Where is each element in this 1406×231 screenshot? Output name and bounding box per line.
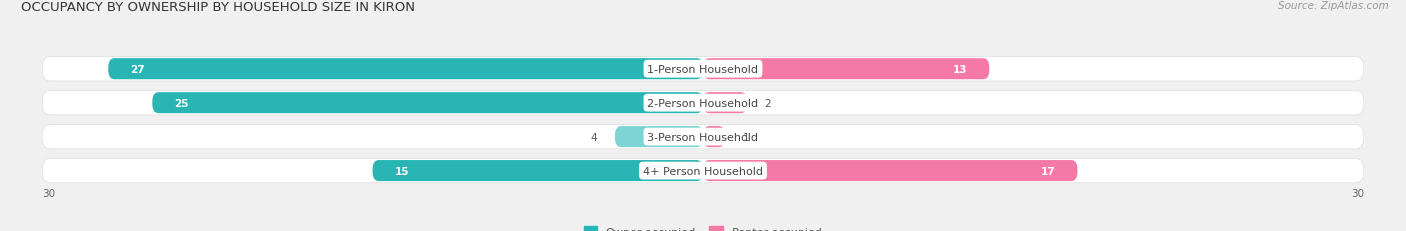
FancyBboxPatch shape (703, 59, 990, 80)
Text: 4: 4 (591, 132, 598, 142)
Text: 1-Person Household: 1-Person Household (648, 64, 758, 74)
Text: 17: 17 (1040, 166, 1056, 176)
Text: 15: 15 (395, 166, 409, 176)
FancyBboxPatch shape (703, 93, 747, 114)
Text: 4+ Person Household: 4+ Person Household (643, 166, 763, 176)
Text: 1: 1 (742, 132, 749, 142)
Text: OCCUPANCY BY OWNERSHIP BY HOUSEHOLD SIZE IN KIRON: OCCUPANCY BY OWNERSHIP BY HOUSEHOLD SIZE… (21, 1, 415, 14)
Text: 30: 30 (1351, 188, 1364, 198)
FancyBboxPatch shape (703, 160, 1077, 181)
FancyBboxPatch shape (108, 59, 703, 80)
FancyBboxPatch shape (42, 57, 1364, 82)
Text: 2-Person Household: 2-Person Household (647, 98, 759, 108)
Text: Source: ZipAtlas.com: Source: ZipAtlas.com (1278, 1, 1389, 11)
FancyBboxPatch shape (42, 125, 1364, 149)
Text: 3-Person Household: 3-Person Household (648, 132, 758, 142)
Text: 25: 25 (174, 98, 188, 108)
Text: 13: 13 (953, 64, 967, 74)
FancyBboxPatch shape (152, 93, 703, 114)
FancyBboxPatch shape (42, 91, 1364, 116)
FancyBboxPatch shape (614, 127, 703, 148)
FancyBboxPatch shape (42, 159, 1364, 183)
FancyBboxPatch shape (703, 127, 725, 148)
Text: 2: 2 (765, 98, 772, 108)
Legend: Owner-occupied, Renter-occupied: Owner-occupied, Renter-occupied (583, 226, 823, 231)
Text: 30: 30 (42, 188, 55, 198)
FancyBboxPatch shape (373, 160, 703, 181)
Text: 27: 27 (131, 64, 145, 74)
